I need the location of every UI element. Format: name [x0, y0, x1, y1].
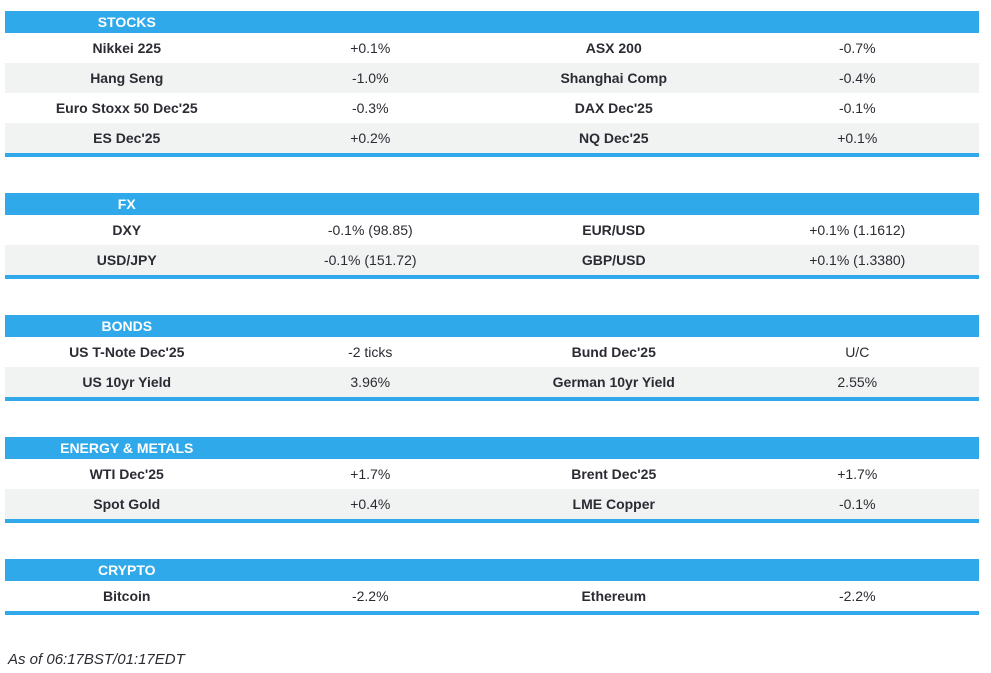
instrument-change: +1.7% [350, 466, 391, 482]
table-row: Hang Seng -1.0% Shanghai Comp -0.4% [5, 63, 979, 93]
instrument-change: -0.1% [838, 100, 876, 116]
table-row: Nikkei 225 +0.1% ASX 200 -0.7% [5, 33, 979, 63]
section-header: STOCKS [5, 11, 979, 33]
instrument-label: LME Copper [572, 496, 655, 512]
instrument-change: +0.4% [350, 496, 391, 512]
instrument-change: +0.1% [837, 130, 878, 146]
section-title: FX [117, 196, 136, 212]
instrument-label: Spot Gold [93, 496, 161, 512]
instrument-change: +0.1% (1.1612) [809, 222, 906, 238]
instrument-label: DXY [112, 222, 142, 238]
instrument-change: -0.4% [838, 70, 876, 86]
section-fx: FX DXY -0.1% (98.85) EUR/USD +0.1% (1.16… [5, 193, 979, 279]
instrument-label: Hang Seng [90, 70, 164, 86]
table-row: WTI Dec'25 +1.7% Brent Dec'25 +1.7% [5, 459, 979, 489]
instrument-change: 2.55% [837, 374, 878, 390]
instrument-change: -0.1% (151.72) [323, 252, 417, 268]
instrument-change: U/C [845, 344, 870, 360]
instrument-change: -0.1% (98.85) [327, 222, 413, 238]
instrument-label: Nikkei 225 [92, 40, 162, 56]
instrument-label: GBP/USD [581, 252, 646, 268]
table-row: DXY -0.1% (98.85) EUR/USD +0.1% (1.1612) [5, 215, 979, 245]
instrument-label: NQ Dec'25 [579, 130, 649, 146]
instrument-label: US 10yr Yield [82, 374, 172, 390]
instrument-label: EUR/USD [582, 222, 646, 238]
instrument-change: -1.0% [351, 70, 389, 86]
table-row: US 10yr Yield 3.96% German 10yr Yield 2.… [5, 367, 979, 397]
instrument-label: USD/JPY [96, 252, 157, 268]
instrument-label: WTI Dec'25 [89, 466, 164, 482]
instrument-label: Bitcoin [103, 588, 151, 604]
table-row: US T-Note Dec'25 -2 ticks Bund Dec'25 U/… [5, 337, 979, 367]
as-of-timestamp: As of 06:17BST/01:17EDT [8, 651, 185, 668]
instrument-label: Brent Dec'25 [571, 466, 657, 482]
section-header: ENERGY & METALS [5, 437, 979, 459]
instrument-change: +0.1% (1.3380) [809, 252, 906, 268]
instrument-change: -2 ticks [348, 344, 393, 360]
section-bonds: BONDS US T-Note Dec'25 -2 ticks Bund Dec… [5, 315, 979, 401]
section-crypto: CRYPTO Bitcoin -2.2% Ethereum -2.2% [5, 559, 979, 615]
instrument-label: ES Dec'25 [93, 130, 161, 146]
instrument-change: -0.1% [838, 496, 876, 512]
instrument-label: Bund Dec'25 [571, 344, 656, 360]
section-title: STOCKS [97, 14, 156, 30]
instrument-change: -2.2% [838, 588, 876, 604]
section-title: BONDS [101, 318, 153, 334]
section-header: BONDS [5, 315, 979, 337]
instrument-change: -0.3% [351, 100, 389, 116]
instrument-label: US T-Note Dec'25 [69, 344, 185, 360]
section-header: CRYPTO [5, 559, 979, 581]
section-energy-metals: ENERGY & METALS WTI Dec'25 +1.7% Brent D… [5, 437, 979, 523]
table-row: Spot Gold +0.4% LME Copper -0.1% [5, 489, 979, 519]
section-title: CRYPTO [97, 562, 156, 578]
section-stocks: STOCKS Nikkei 225 +0.1% ASX 200 -0.7% Ha… [5, 11, 979, 157]
table-row: Bitcoin -2.2% Ethereum -2.2% [5, 581, 979, 611]
instrument-label: German 10yr Yield [552, 374, 675, 390]
section-title: ENERGY & METALS [60, 440, 194, 456]
instrument-change: 3.96% [350, 374, 391, 390]
table-row: USD/JPY -0.1% (151.72) GBP/USD +0.1% (1.… [5, 245, 979, 275]
table-row: Euro Stoxx 50 Dec'25 -0.3% DAX Dec'25 -0… [5, 93, 979, 123]
instrument-change: -0.7% [838, 40, 876, 56]
instrument-label: ASX 200 [585, 40, 642, 56]
instrument-change: +1.7% [837, 466, 878, 482]
instrument-label: Ethereum [581, 588, 647, 604]
instrument-change: -2.2% [351, 588, 389, 604]
section-header: FX [5, 193, 979, 215]
table-row: ES Dec'25 +0.2% NQ Dec'25 +0.1% [5, 123, 979, 153]
instrument-label: Shanghai Comp [560, 70, 668, 86]
instrument-change: +0.2% [350, 130, 391, 146]
instrument-label: DAX Dec'25 [574, 100, 653, 116]
instrument-label: Euro Stoxx 50 Dec'25 [55, 100, 198, 116]
instrument-change: +0.1% [350, 40, 391, 56]
